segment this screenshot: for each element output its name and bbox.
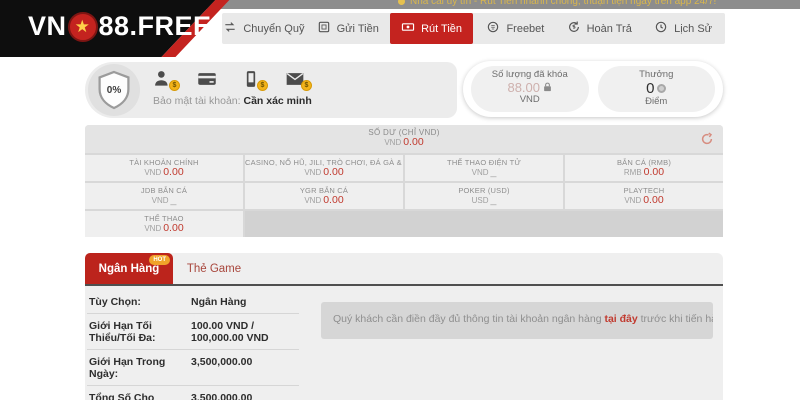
- phone-coin-icon[interactable]: $: [241, 69, 268, 91]
- bonus-unit: Điểm: [645, 96, 668, 107]
- balance-cell: THỂ THAO ĐIỆN TỬ VND _: [405, 155, 563, 181]
- transfer-icon: [223, 20, 237, 37]
- balance-cell: POKER (USD) USD _: [405, 183, 563, 209]
- nav-tab-hoan-tra[interactable]: Hoàn Trả: [557, 13, 641, 44]
- balance-cell: PLAYTECH VND 0.00: [565, 183, 723, 209]
- coin-badge: $: [169, 80, 180, 91]
- balance-header: SỐ DƯ (CHỈ VND) VND 0.00: [85, 125, 723, 153]
- megaphone-icon: [398, 0, 405, 5]
- bonus-box: Thưởng 0 Điểm: [597, 66, 715, 112]
- security-label: Bảo mật tài khoản:: [153, 95, 244, 107]
- account-strip: 0% $ $ $ Bảo mật tài khoản: Cần xác minh…: [85, 60, 723, 118]
- verify-icons: $ $ $: [153, 69, 312, 91]
- hot-badge: HOT: [149, 255, 170, 265]
- nav-tab-label: Rút Tiền: [421, 22, 463, 35]
- wallet-summary: Số lượng đã khóa 88.00 VND Thưởng 0 Điểm: [463, 61, 723, 117]
- security-caption: Bảo mật tài khoản: Cần xác minh: [153, 95, 312, 107]
- history-icon: [654, 20, 668, 37]
- tai-day-link[interactable]: tại đây: [604, 313, 638, 325]
- balance-cell: THỂ THAO VND 0.00: [85, 211, 243, 237]
- nav-tab-label: Hoàn Trả: [586, 22, 632, 35]
- withdraw-tabs: Ngân Hàng HOT Thẻ Game: [85, 253, 723, 286]
- logo-left: VN: [28, 11, 67, 41]
- balance-cell: JDB BẮN CÁ VND _: [85, 183, 243, 209]
- card-icon[interactable]: [197, 69, 221, 89]
- balance-table: SỐ DƯ (CHỈ VND) VND 0.00 TÀI KHOẢN CHÍNH …: [85, 125, 723, 237]
- balance-currency: VND: [384, 138, 402, 147]
- coin-badge: $: [301, 80, 312, 91]
- form-row-daily-limit: Giới Hạn Trong Ngày: 3,500,000.00: [87, 350, 299, 386]
- balance-amount: 0.00: [643, 166, 665, 178]
- freebet-icon: [486, 20, 500, 37]
- balance-amount: _: [490, 194, 497, 206]
- main-nav: Chuyển Quỹ Gửi Tiền Rút Tiền Freebet Hoà…: [222, 13, 725, 44]
- withdraw-content: Tùy Chọn: Ngân Hàng Giới Hạn Tối Thiểu/T…: [85, 286, 723, 400]
- form-row-total-allowed: Tổng Số Cho Phép: 3,500,000.00: [87, 386, 299, 400]
- nav-tab-label: Chuyển Quỹ: [243, 22, 305, 35]
- bonus-amount: 0: [646, 80, 655, 97]
- balance-grid: TÀI KHOẢN CHÍNH VND 0.00 CASINO, NỔ HŨ, J…: [85, 155, 723, 237]
- security-percent: 0%: [106, 84, 122, 96]
- balance-amount: _: [490, 166, 497, 178]
- bank-info-notice: Quý khách cần điền đầy đủ thông tin tài …: [321, 302, 713, 339]
- security-shield: 0%: [88, 64, 140, 116]
- nav-tab-gui-tien[interactable]: Gửi Tiền: [306, 13, 390, 44]
- form-row-option: Tùy Chọn: Ngân Hàng: [87, 290, 299, 314]
- coin-icon: [657, 84, 667, 93]
- balance-cell: TÀI KHOẢN CHÍNH VND 0.00: [85, 155, 243, 181]
- refund-icon: [567, 20, 581, 37]
- balance-amount: 0.00: [323, 194, 344, 206]
- logo[interactable]: VN ★ 88.FREE: [0, 0, 234, 57]
- balance-amount: 0.00: [403, 136, 424, 148]
- nav-tab-rut-tien[interactable]: Rút Tiền: [389, 13, 474, 44]
- withdraw-icon: [401, 20, 415, 37]
- tab-ngan-hang[interactable]: Ngân Hàng HOT: [85, 253, 173, 284]
- logo-text: VN ★ 88.FREE: [28, 11, 212, 42]
- balance-amount: 0.00: [163, 222, 184, 234]
- balance-cell: CASINO, NỔ HŨ, JILI, TRÒ CHƠI, ĐÁ GÀ & X…: [245, 155, 403, 181]
- nav-tab-freebet[interactable]: Freebet: [473, 13, 557, 44]
- balance-cell: YGR BẮN CÁ VND 0.00: [245, 183, 403, 209]
- security-panel: 0% $ $ $ Bảo mật tài khoản: Cần xác minh: [85, 62, 457, 118]
- balance-header-label: SỐ DƯ (CHỈ VND): [368, 128, 440, 137]
- announcement-text: Nhà cái uy tín - Rút Tiền nhanh chóng, t…: [410, 0, 717, 7]
- balance-empty-area: [245, 211, 723, 237]
- nav-tab-label: Gửi Tiền: [336, 22, 379, 35]
- balance-amount: 0.00: [643, 194, 664, 206]
- bonus-title: Thưởng: [639, 69, 674, 80]
- refresh-icon[interactable]: [700, 132, 714, 146]
- tab-the-game[interactable]: Thẻ Game: [186, 262, 242, 275]
- withdraw-form: Tùy Chọn: Ngân Hàng Giới Hạn Tối Thiểu/T…: [87, 290, 299, 400]
- lock-icon: [543, 80, 552, 95]
- deposit-icon: [317, 20, 331, 37]
- security-status: Cần xác minh: [243, 95, 312, 107]
- locked-amount-box: Số lượng đã khóa 88.00 VND: [471, 66, 589, 112]
- nav-tab-label: Lịch Sử: [674, 22, 713, 35]
- balance-amount: 0.00: [163, 166, 184, 178]
- balance-amount: _: [170, 194, 177, 206]
- shield-icon: [96, 70, 132, 114]
- balance-cell: BẮN CÁ (RMB) RMB 0.00: [565, 155, 723, 181]
- locked-currency: VND: [519, 94, 540, 105]
- logo-right: 88.FREE: [98, 11, 212, 41]
- coin-badge: $: [257, 80, 268, 91]
- balance-amount: 0.00: [323, 166, 344, 178]
- nav-tab-lich-su[interactable]: Lịch Sử: [641, 13, 725, 44]
- announcement-bar: Nhà cái uy tín - Rút Tiền nhanh chóng, t…: [0, 0, 800, 9]
- nav-tab-chuyen-quy[interactable]: Chuyển Quỹ: [222, 13, 306, 44]
- locked-amount: 88.00: [507, 80, 541, 95]
- star-icon: ★: [67, 11, 98, 42]
- withdraw-panel: Ngân Hàng HOT Thẻ Game Tùy Chọn: Ngân Hà…: [85, 253, 723, 400]
- form-row-min-max: Giới Hạn Tối Thiểu/Tối Đa: 100.00 VND / …: [87, 314, 299, 350]
- locked-title: Số lượng đã khóa: [491, 69, 568, 80]
- nav-tab-label: Freebet: [506, 22, 545, 35]
- announcement-text-wrap: Nhà cái uy tín - Rút Tiền nhanh chóng, t…: [0, 0, 800, 7]
- mail-coin-icon[interactable]: $: [285, 69, 312, 91]
- person-coin-icon[interactable]: $: [153, 69, 180, 91]
